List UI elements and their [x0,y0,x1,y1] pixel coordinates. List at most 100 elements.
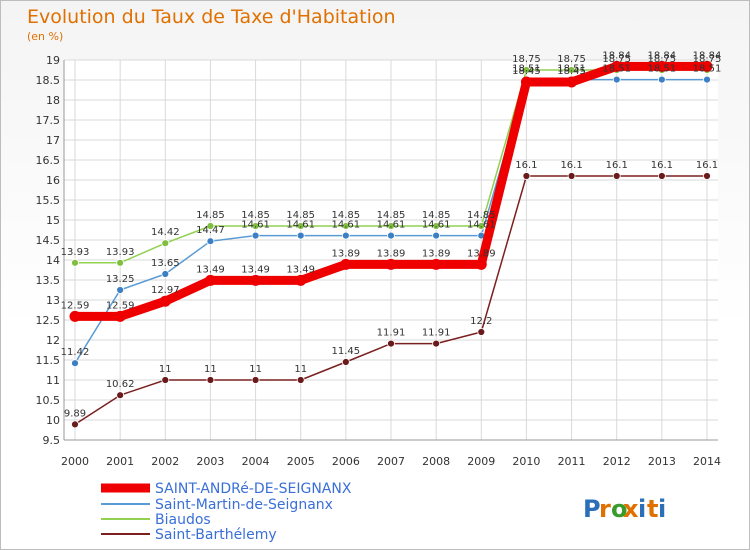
data-label: 14.85 [377,210,406,221]
y-tick-label: 18.5 [36,74,61,87]
data-label: 14.61 [422,220,451,231]
data-point [71,359,79,368]
data-label: 16.1 [651,160,673,171]
data-label: 11.91 [422,328,451,339]
data-point [522,66,531,74]
data-label: 9.89 [64,408,86,419]
x-tick-label: 2009 [467,455,495,468]
data-label: 18.75 [512,54,541,65]
data-point [251,231,260,240]
data-label: 16.1 [560,160,582,171]
chart-title: Evolution du Taux de Taxe d'Habitation [27,6,396,28]
data-label: 13.93 [61,247,90,258]
legend-label: SAINT-ANDRé-DE-SEIGNANX [155,481,352,497]
y-tick-label: 11 [46,374,60,387]
y-tick-label: 15.5 [36,194,61,207]
x-tick-label: 2011 [558,455,586,468]
x-tick-label: 2010 [512,455,540,468]
data-point [520,76,532,88]
data-label: 11 [249,364,262,375]
data-point [612,75,621,84]
data-label: 16.1 [606,160,628,171]
data-label: 13.89 [422,248,451,259]
data-point [296,222,305,230]
data-label: 12.2 [470,316,492,327]
x-tick-label: 2003 [196,455,224,468]
data-point [432,231,441,240]
data-label: 14.85 [422,210,451,221]
data-label: 18.51 [557,64,586,75]
data-point [701,60,713,72]
logo-letter: r [599,495,611,523]
legend: SAINT-ANDRé-DE-SEIGNANXSaint-Martin-de-S… [101,481,352,543]
x-tick-label: 2008 [422,455,450,468]
data-label: 13.49 [241,264,270,275]
data-label: 14.61 [241,220,270,231]
data-label: 14.85 [196,210,225,221]
data-label: 13.89 [377,248,406,259]
data-label: 18.75 [693,54,722,65]
data-point [341,358,350,366]
data-point [116,286,125,294]
data-point [251,376,260,384]
y-tick-label: 19 [46,54,60,67]
data-point [206,222,215,230]
x-tick-label: 2005 [287,455,315,468]
data-point [703,172,711,180]
data-point [611,60,623,72]
data-point [161,270,170,278]
data-point [341,231,350,240]
data-label: 13.25 [106,274,135,285]
data-point [567,172,576,180]
chart-subtitle: (en %) [27,30,64,43]
data-label: 18.84 [602,50,631,61]
data-label: 18.75 [648,54,677,65]
y-tick-label: 11.5 [36,354,61,367]
data-label: 10.62 [106,379,135,390]
data-label: 18.75 [557,54,586,65]
data-point [387,231,395,240]
data-label: 11.42 [61,347,90,358]
data-point [114,310,126,322]
data-label: 14.61 [377,220,406,231]
y-tick-label: 12.5 [36,314,61,327]
data-label: 13.93 [106,247,135,258]
data-label: 14.47 [196,225,225,236]
data-point [612,172,621,180]
data-point [477,328,486,336]
data-label: 12.59 [61,300,90,311]
data-point [161,239,170,248]
data-label: 18.51 [648,64,677,75]
data-point [432,222,441,230]
data-point [430,258,442,270]
data-label: 18.84 [648,50,677,61]
data-point [250,274,262,286]
x-tick-label: 2012 [603,455,631,468]
data-label: 18.45 [557,66,586,77]
data-point [656,60,668,72]
data-label: 18.51 [693,64,722,75]
logo-letter: i [638,495,646,523]
data-point [116,391,125,400]
data-label: 12.97 [151,285,180,296]
data-label: 16.1 [515,160,537,171]
data-label: 13.89 [332,248,361,259]
y-tick-label: 12 [46,334,60,347]
y-tick-label: 13 [46,294,60,307]
data-label: 13.49 [286,264,315,275]
data-label: 14.61 [286,220,315,231]
logo-letter: t [647,495,658,523]
data-point [204,274,216,286]
data-point [71,420,79,429]
data-point [387,339,395,348]
data-label: 13.89 [467,248,496,259]
x-tick-label: 2006 [332,455,360,468]
data-label: 11 [204,364,217,375]
data-point [161,376,170,384]
data-point [116,258,125,267]
data-label: 14.85 [286,210,315,221]
data-point [159,295,171,307]
legend-label: Saint-Martin-de-Seignanx [155,497,333,513]
data-point [71,258,79,267]
data-label: 18.75 [602,54,631,65]
